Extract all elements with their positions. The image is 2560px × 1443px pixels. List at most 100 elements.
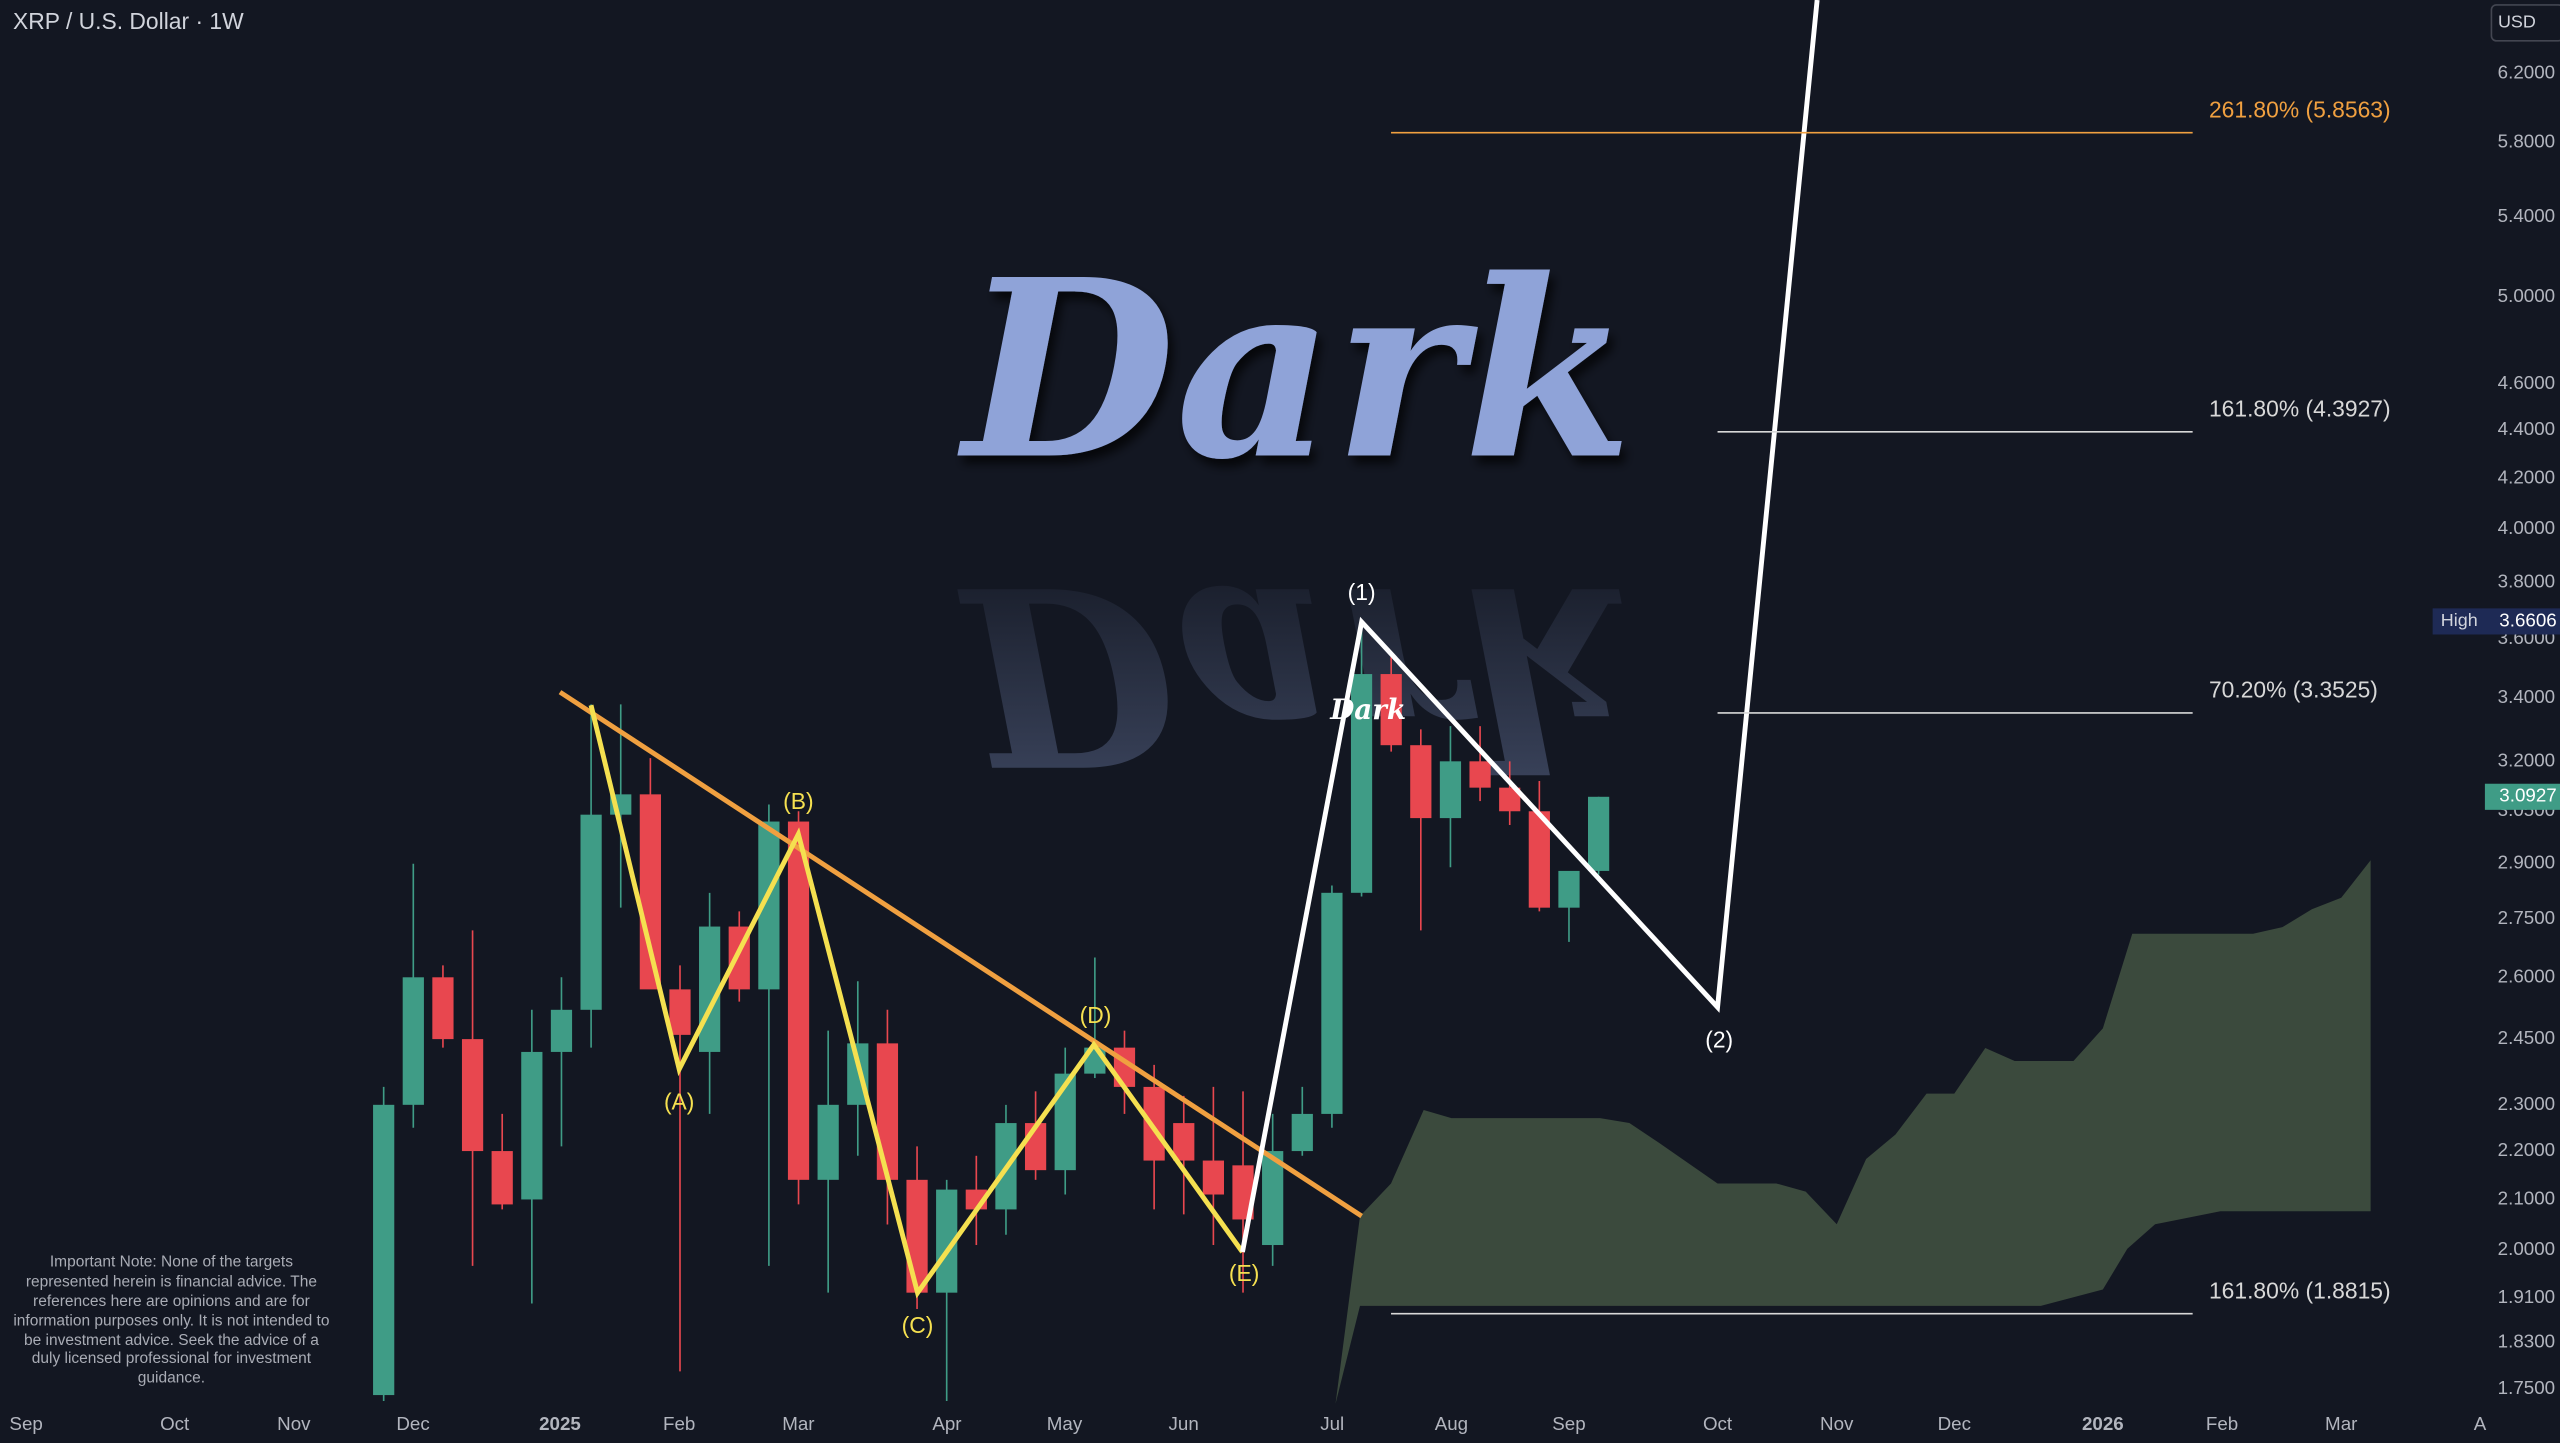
x-tick-label: Oct [1703, 1413, 1733, 1434]
x-tick-label: Aug [1435, 1413, 1468, 1434]
candle-body [906, 1179, 928, 1293]
x-tick-label: Nov [1820, 1413, 1854, 1434]
candle-body [817, 1104, 839, 1180]
candle-body [432, 977, 454, 1040]
y-tick-label: 3.2000 [2498, 749, 2555, 770]
candle-body [550, 1009, 573, 1052]
candle-body [580, 814, 602, 1010]
x-tick-label: May [1047, 1413, 1083, 1434]
y-tick-label: 1.8300 [2498, 1331, 2555, 1352]
candle-body [1380, 674, 1402, 746]
wave-label: (D) [1080, 1002, 1112, 1028]
y-tick-label: 2.4500 [2498, 1027, 2555, 1048]
impulse-label: (2) [1705, 1026, 1733, 1052]
high-marker-value: 3.6606 [2499, 609, 2556, 630]
candle-body [669, 989, 691, 1035]
y-tick-label: 4.0000 [2498, 517, 2555, 538]
candle-body [936, 1189, 958, 1293]
x-tick-label: 2025 [539, 1413, 581, 1434]
candle-body [491, 1151, 513, 1205]
y-tick-label: 2.3000 [2498, 1093, 2555, 1114]
candle-body [1173, 1123, 1195, 1161]
watermark-text: Dark [957, 226, 1633, 514]
y-tick-label: 6.2000 [2498, 61, 2555, 82]
last-price-label: 3.0927 [2499, 785, 2556, 806]
y-tick-label: 5.8000 [2498, 131, 2555, 152]
candle-body [1528, 811, 1550, 908]
watermark-reflection: Dark [957, 531, 1633, 819]
candle-body [787, 821, 810, 1180]
y-tick-label: 5.0000 [2498, 285, 2555, 306]
plot-area [373, 621, 1610, 1402]
wave-label: (A) [664, 1089, 694, 1115]
x-tick-label: Sep [9, 1413, 42, 1434]
x-tick-label: Oct [160, 1413, 190, 1434]
watermark: Dark Dark [957, 226, 1633, 820]
candle-body [521, 1051, 543, 1200]
candle-body [1410, 745, 1432, 819]
x-tick-label: A [2474, 1413, 2487, 1434]
y-tick-label: 2.1000 [2498, 1187, 2555, 1208]
candle-body [373, 1104, 395, 1396]
wave-label: (E) [1229, 1260, 1259, 1286]
fib-label: 70.20% (3.3525) [2209, 677, 2378, 703]
x-tick-label: Sep [1552, 1413, 1585, 1434]
symbol-title: XRP / U.S. Dollar · 1W [13, 8, 244, 34]
fib-label: 161.80% (1.8815) [2209, 1278, 2391, 1304]
candle-body [1350, 674, 1373, 893]
y-tick-label: 4.4000 [2498, 418, 2555, 439]
y-tick-label: 2.9000 [2498, 852, 2555, 873]
high-marker-box [2432, 608, 2560, 635]
candle-body [402, 977, 424, 1105]
candle-body [1499, 787, 1521, 812]
currency-button-label[interactable]: USD [2498, 12, 2536, 32]
abcde-wave [588, 704, 1245, 1299]
y-tick-label: 3.8000 [2498, 571, 2555, 592]
x-tick-label: Mar [2325, 1413, 2357, 1434]
currency-button[interactable] [2490, 4, 2560, 42]
fib-label: 161.80% (4.3927) [2209, 396, 2391, 422]
candle-body [1262, 1151, 1284, 1246]
trend-line [558, 690, 1363, 1219]
y-tick-label: 2.7500 [2498, 907, 2555, 928]
high-marker-name: High [2441, 610, 2478, 630]
last-price-box [2484, 783, 2560, 810]
note: Important Note: None of the targets repr… [13, 1253, 330, 1388]
candle-body [1469, 761, 1491, 788]
wave-label: (C) [902, 1312, 934, 1338]
candle-body [1143, 1086, 1165, 1161]
y-tick-label: 4.6000 [2498, 372, 2555, 393]
y-tick-label: 2.6000 [2498, 965, 2555, 986]
watermark-small: Dark [1329, 693, 1406, 726]
x-tick-label: Feb [2206, 1413, 2238, 1434]
candle-body [1232, 1165, 1254, 1220]
x-tick-label: 2026 [2082, 1413, 2124, 1434]
x-tick-label: Dec [396, 1413, 429, 1434]
fib-label: 261.80% (5.8563) [2209, 96, 2391, 122]
candle-body [1202, 1160, 1224, 1195]
candle-body [1291, 1113, 1313, 1152]
x-tick-label: Nov [277, 1413, 311, 1434]
x-tick-label: Feb [663, 1413, 695, 1434]
impulse-wave [1240, 0, 1820, 1253]
y-tick-label: 4.2000 [2498, 466, 2555, 487]
candle-body [1321, 892, 1343, 1114]
y-tick-label: 5.4000 [2498, 205, 2555, 226]
candle-body [758, 821, 780, 990]
y-tick-label: 2.0000 [2498, 1238, 2555, 1259]
y-tick-label: 2.2000 [2498, 1139, 2555, 1160]
y-tick-label: 3.4000 [2498, 686, 2555, 707]
candle-body [1054, 1073, 1076, 1171]
candle-body [876, 1043, 899, 1180]
y-tick-label: 1.9100 [2498, 1286, 2555, 1307]
candle-body [639, 794, 661, 990]
candle-body [1588, 796, 1610, 871]
x-tick-label: Apr [932, 1413, 961, 1434]
candle-body [1439, 761, 1462, 819]
candle-body [461, 1039, 484, 1152]
impulse-label: (1) [1348, 579, 1376, 605]
y-tick-label: 1.7500 [2498, 1377, 2555, 1398]
candle-body [1558, 870, 1580, 908]
